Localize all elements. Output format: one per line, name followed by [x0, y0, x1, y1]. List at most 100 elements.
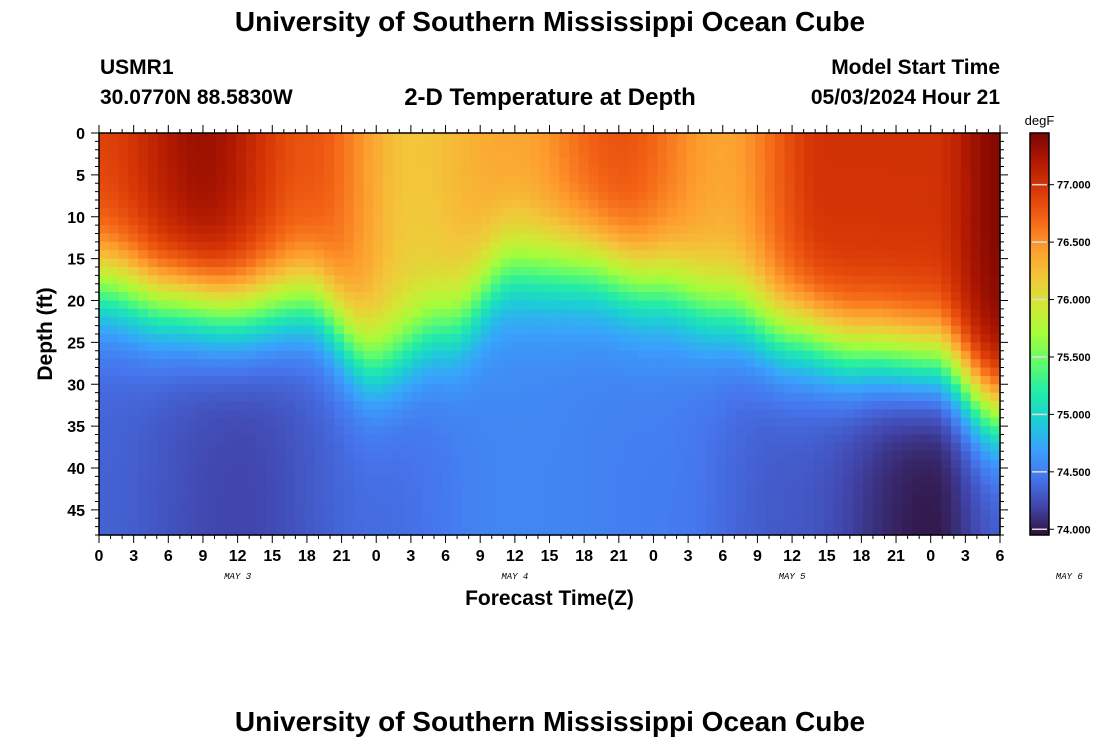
heatmap-cell: [627, 149, 639, 159]
heatmap-cell: [118, 468, 129, 477]
heatmap-cell: [569, 300, 580, 310]
heatmap-cell: [539, 166, 551, 176]
heatmap-cell: [108, 258, 120, 268]
heatmap-cell: [618, 334, 629, 343]
heatmap-cell: [480, 501, 492, 511]
heatmap-cell: [441, 133, 453, 142]
heatmap-cell: [794, 292, 805, 302]
heatmap-cell: [804, 367, 815, 377]
heatmap-cell: [490, 375, 502, 385]
heatmap-cell: [461, 484, 472, 494]
heatmap-cell: [383, 342, 394, 352]
heatmap-cell: [402, 174, 413, 184]
heatmap-cell: [676, 350, 688, 360]
heatmap-cell: [823, 409, 835, 419]
heatmap-cell: [696, 308, 707, 318]
heatmap-cell: [833, 459, 844, 469]
heatmap-cell: [715, 484, 727, 494]
heatmap-cell: [412, 359, 423, 369]
heatmap-cell: [725, 493, 737, 503]
heatmap-cell: [735, 233, 746, 243]
heatmap-cell: [725, 367, 737, 377]
heatmap-cell: [157, 342, 169, 352]
heatmap-cell: [206, 250, 218, 260]
heatmap-cell: [461, 233, 472, 243]
heatmap-cell: [941, 325, 952, 335]
heatmap-cell: [578, 442, 590, 452]
heatmap-cell: [412, 493, 423, 503]
heatmap-cell: [226, 267, 237, 276]
heatmap-cell: [245, 459, 257, 469]
heatmap-cell: [882, 308, 893, 318]
heatmap-cell: [422, 325, 433, 335]
colorbar-tick-label: 75.500: [1057, 352, 1091, 364]
heatmap-cell: [755, 241, 766, 251]
heatmap-cell: [872, 191, 884, 201]
heatmap-cell: [813, 401, 825, 410]
heatmap-cell: [177, 208, 188, 218]
heatmap-cell: [578, 133, 590, 142]
heatmap-cell: [304, 342, 316, 352]
heatmap-cell: [794, 325, 805, 335]
heatmap-cell: [853, 409, 864, 419]
heatmap-cell: [480, 158, 492, 168]
heatmap-cell: [245, 174, 257, 184]
heatmap-cell: [510, 426, 521, 436]
heatmap-cell: [324, 267, 335, 276]
heatmap-cell: [236, 426, 247, 436]
heatmap-cell: [206, 174, 218, 184]
heatmap-cell: [177, 375, 188, 385]
heatmap-cell: [980, 367, 991, 377]
heatmap-cell: [402, 384, 413, 394]
heatmap-cell: [265, 350, 276, 360]
heatmap-cell: [980, 493, 991, 503]
heatmap-cell: [872, 359, 884, 369]
heatmap-cell: [657, 459, 668, 469]
heatmap-cell: [931, 308, 942, 318]
heatmap-cell: [872, 459, 884, 469]
heatmap-cell: [334, 342, 345, 352]
heatmap-cell: [853, 459, 864, 469]
heatmap-cell: [862, 426, 874, 436]
heatmap-cell: [461, 350, 472, 360]
heatmap-cell: [637, 342, 649, 352]
heatmap-cell: [755, 342, 766, 352]
heatmap-cell: [304, 501, 316, 511]
heatmap-cell: [226, 476, 237, 486]
heatmap-cell: [598, 501, 609, 511]
heatmap-cell: [843, 250, 854, 260]
heatmap-cell: [324, 342, 335, 352]
heatmap-cell: [373, 308, 384, 318]
heatmap-cell: [304, 267, 316, 276]
heatmap-cell: [813, 342, 825, 352]
heatmap-cell: [196, 141, 208, 151]
heatmap-cell: [862, 208, 874, 218]
heatmap-cell: [667, 367, 678, 377]
heatmap-cell: [353, 350, 365, 360]
heatmap-cell: [862, 174, 874, 184]
heatmap-cell: [314, 250, 325, 260]
heatmap-cell: [314, 208, 325, 218]
heatmap-cell: [118, 451, 129, 461]
heatmap-cell: [882, 283, 893, 293]
heatmap-cell: [833, 451, 844, 461]
heatmap-cell: [882, 275, 893, 285]
heatmap-cell: [373, 174, 384, 184]
heatmap-cell: [373, 518, 384, 528]
heatmap-cell: [363, 200, 374, 209]
heatmap-cell: [255, 241, 267, 251]
heatmap-cell: [490, 468, 502, 477]
heatmap-cell: [216, 442, 227, 452]
heatmap-cell: [383, 250, 394, 260]
heatmap-cell: [804, 133, 815, 142]
heatmap-cell: [833, 300, 844, 310]
heatmap-cell: [764, 275, 776, 285]
heatmap-cell: [431, 300, 443, 310]
heatmap-cell: [755, 459, 766, 469]
heatmap-cell: [627, 509, 639, 519]
heatmap-cell: [931, 426, 942, 436]
heatmap-cell: [960, 158, 972, 168]
heatmap-cell: [529, 417, 541, 427]
heatmap-cell: [608, 417, 619, 427]
heatmap-cell: [334, 426, 345, 436]
